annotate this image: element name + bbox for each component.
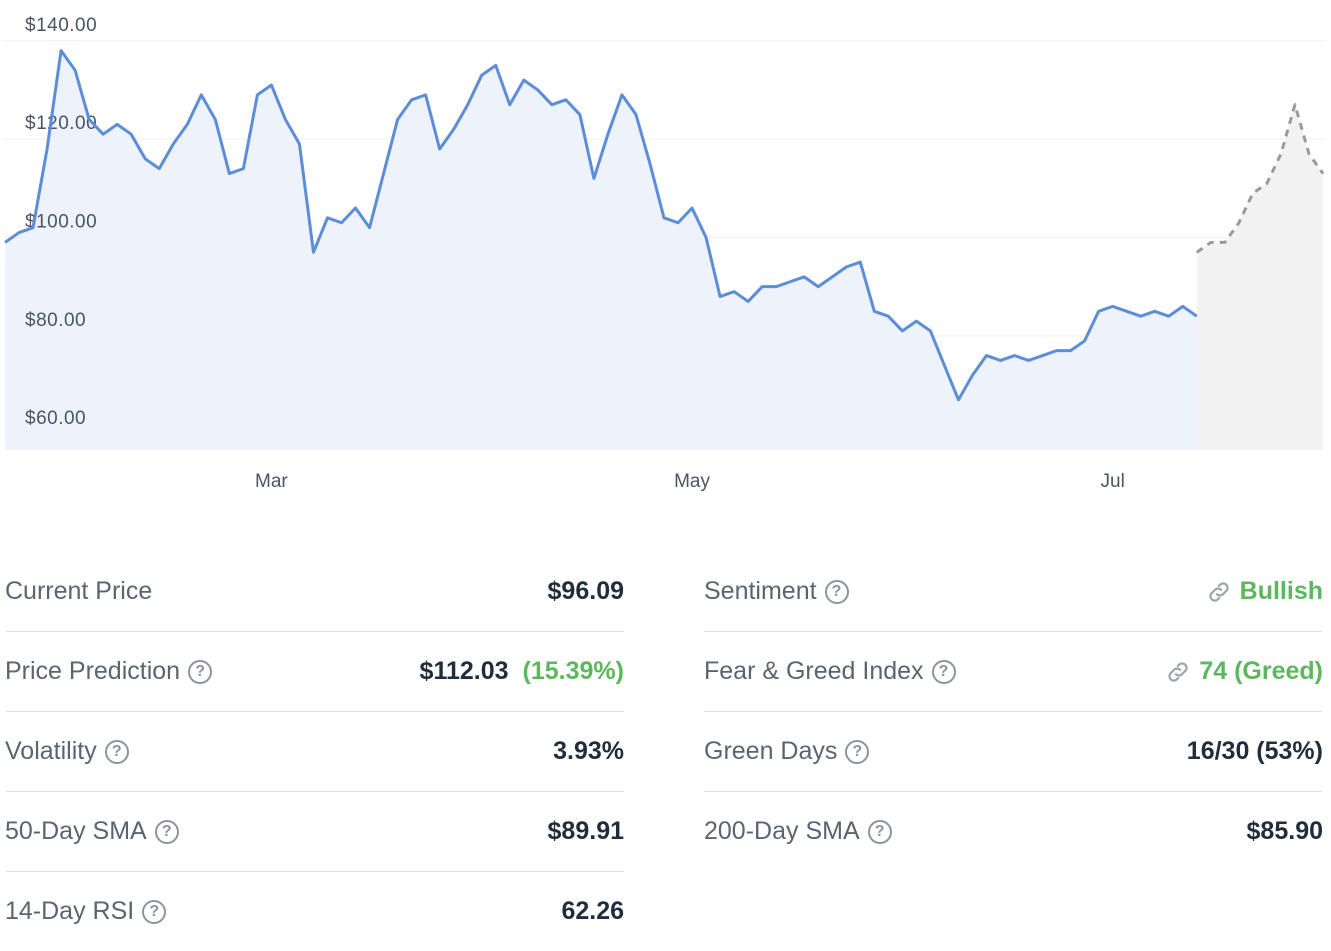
prediction-line [1195, 103, 1325, 254]
stat-row: Price Prediction? $112.03 (15.39%) [5, 632, 624, 712]
x-tick-label: Mar [255, 471, 288, 492]
y-tick-label: $100.00 [25, 212, 97, 233]
stat-row: 14-Day RSI? 62.26 [5, 872, 624, 951]
stat-label: Fear & Greed Index? [704, 657, 956, 686]
stats-left-column: Current Price $96.09 Price Prediction? $112… [5, 552, 624, 951]
x-tick-label: May [674, 471, 710, 492]
stat-label-text: Sentiment [704, 577, 817, 605]
stat-row: 50-Day SMA? $89.91 [5, 792, 624, 872]
stat-value-text: $96.09 [547, 577, 624, 605]
stat-label: Price Prediction? [5, 657, 213, 686]
help-icon[interactable]: ? [154, 819, 179, 844]
stat-row: 200-Day SMA? $85.90 [704, 792, 1323, 871]
stat-value-text: $112.03 [419, 657, 509, 685]
stat-label-text: Fear & Greed Index [704, 657, 924, 685]
stat-label: Current Price [5, 577, 160, 606]
stat-change-percent: (15.39%) [522, 657, 624, 685]
stat-label-text: Price Prediction [5, 657, 181, 685]
stat-row: Fear & Greed Index? 74 (Greed) [704, 632, 1323, 712]
stat-label: 50-Day SMA? [5, 817, 179, 846]
stats-panel: Current Price $96.09 Price Prediction? $112… [0, 552, 1331, 941]
stat-value: $85.90 [1247, 817, 1323, 846]
stat-label: Volatility? [5, 737, 129, 766]
stat-label-text: 50-Day SMA [5, 817, 147, 845]
price-area [5, 50, 1197, 450]
prediction-area [1196, 104, 1323, 449]
help-icon[interactable]: ? [867, 819, 892, 844]
stat-value[interactable]: Bullish [1206, 577, 1323, 606]
stat-value[interactable]: 74 (Greed) [1165, 657, 1323, 686]
x-tick-label: Jul [1101, 471, 1125, 492]
stat-value-text: Bullish [1239, 577, 1323, 605]
link-icon [1168, 661, 1188, 682]
stat-label-text: 14-Day RSI [5, 897, 135, 925]
stat-row: Sentiment? Bullish [704, 552, 1323, 632]
stat-value: $112.03 (15.39%) [420, 657, 624, 686]
help-icon[interactable]: ? [824, 579, 849, 604]
y-tick-label: $80.00 [25, 310, 86, 331]
help-icon[interactable]: ? [188, 659, 213, 684]
stat-value: $89.91 [548, 817, 624, 846]
stat-value-text: $89.91 [547, 817, 624, 845]
stat-row: Green Days? 16/30 (53%) [704, 712, 1323, 792]
stats-right-column: Sentiment? Bullish Fear & Greed Index? 74 (… [704, 552, 1323, 871]
help-icon[interactable]: ? [845, 739, 870, 764]
stat-value-text: 62.26 [561, 897, 624, 925]
help-icon[interactable]: ? [931, 659, 956, 684]
y-tick-label: $140.00 [25, 15, 97, 36]
stat-value-text: 3.93% [553, 737, 624, 765]
stat-value: 3.93% [553, 737, 624, 766]
stat-value: 62.26 [561, 897, 624, 926]
link-icon [1209, 581, 1229, 602]
help-icon[interactable]: ? [142, 899, 167, 924]
stat-label-text: Volatility [5, 737, 97, 765]
stat-label: 14-Day RSI? [5, 897, 167, 926]
price-chart: $140.00 $120.00 $100.00 $80.00 $60.00 Mar May J… [4, 15, 1325, 492]
stat-value-text: 74 (Greed) [1199, 657, 1323, 685]
y-tick-label: $60.00 [25, 408, 86, 429]
price-line [4, 49, 1198, 402]
y-tick-label: $120.00 [25, 113, 97, 134]
help-icon[interactable]: ? [104, 739, 129, 764]
stat-label: Sentiment? [704, 577, 849, 606]
stat-label: Green Days? [704, 737, 870, 766]
stat-label-text: Current Price [5, 577, 153, 605]
stat-value: $96.09 [548, 577, 624, 606]
price-chart-svg: $140.00 $120.00 $100.00 $80.00 $60.00 Mar May J… [4, 15, 1325, 492]
stat-label: 200-Day SMA? [704, 817, 892, 846]
stat-row: Current Price $96.09 [5, 552, 624, 632]
stat-value: 16/30 (53%) [1187, 737, 1323, 766]
stat-value-text: $85.90 [1246, 817, 1323, 845]
stat-value-text: 16/30 (53%) [1186, 737, 1323, 765]
stat-label-text: 200-Day SMA [704, 817, 860, 845]
stat-label-text: Green Days [704, 737, 838, 765]
stat-row: Volatility? 3.93% [5, 712, 624, 792]
